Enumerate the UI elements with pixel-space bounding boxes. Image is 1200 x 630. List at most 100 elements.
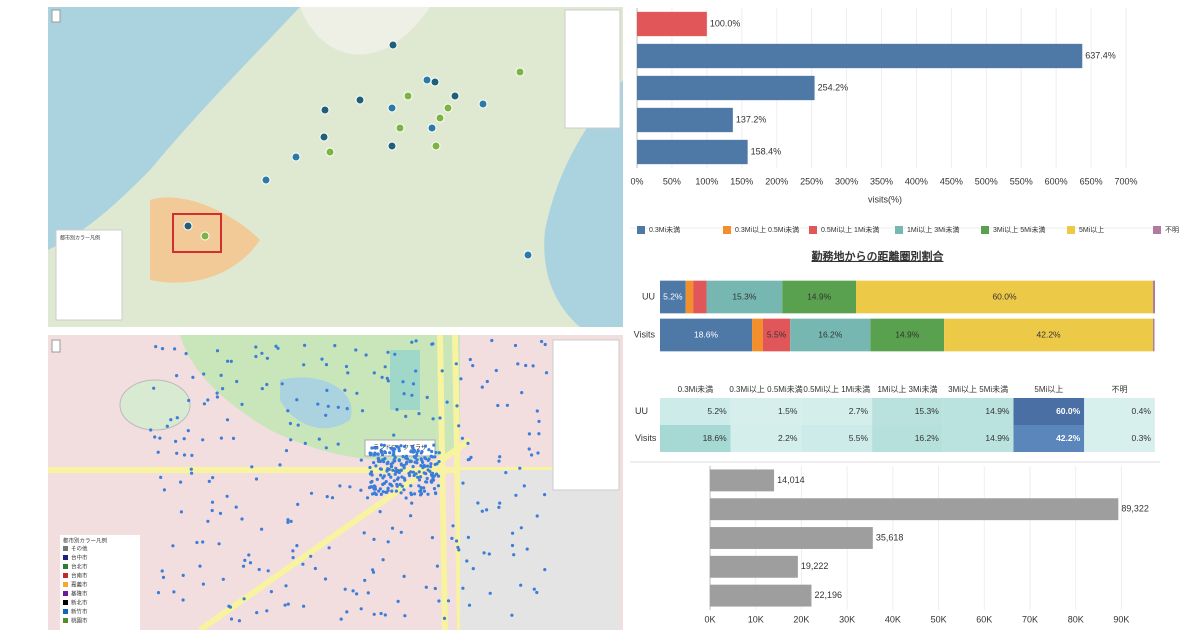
- visit-point: [505, 403, 509, 407]
- map-filter-panel: [564, 9, 621, 129]
- visit-point: [404, 414, 408, 418]
- visit-point: [527, 447, 531, 451]
- visit-point: [412, 473, 416, 478]
- visit-point: [442, 616, 447, 621]
- value-label: 35,618: [876, 532, 904, 542]
- visit-point: [392, 433, 396, 437]
- visit-point: [210, 500, 215, 504]
- visit-point: [346, 371, 350, 375]
- legend-label: 1Mi以上 3Mi未満: [907, 225, 960, 234]
- x-tick-label: 0%: [630, 176, 643, 186]
- visit-point: [215, 395, 219, 399]
- visit-point: [394, 489, 398, 493]
- visit-point: [374, 464, 378, 468]
- map-pin: [320, 105, 330, 115]
- visit-point: [524, 363, 528, 368]
- visit-point: [386, 379, 390, 383]
- visit-point: [392, 450, 396, 454]
- visit-point: [326, 404, 330, 408]
- visit-point: [468, 357, 472, 362]
- visit-point: [390, 526, 395, 530]
- visit-point: [240, 402, 244, 406]
- value-label: 14.9%: [895, 329, 920, 339]
- visit-point: [530, 453, 534, 457]
- visit-point: [400, 475, 404, 479]
- visit-point: [348, 485, 352, 489]
- visit-point: [415, 453, 419, 457]
- visit-point: [367, 486, 372, 490]
- zoom-control[interactable]: [51, 339, 61, 353]
- visit-point: [393, 469, 398, 473]
- visit-point: [389, 446, 393, 450]
- visit-point: [402, 392, 406, 396]
- visit-point: [386, 540, 390, 544]
- visit-point: [201, 540, 205, 544]
- visit-point: [390, 489, 394, 493]
- map-pin: [403, 91, 413, 101]
- visit-point: [435, 462, 439, 466]
- visit-point: [390, 484, 394, 488]
- visit-point: [416, 475, 420, 479]
- visit-point: [510, 543, 515, 548]
- visit-point: [289, 438, 293, 442]
- visit-point: [206, 398, 210, 402]
- visit-point: [454, 362, 458, 366]
- visit-point: [368, 465, 372, 470]
- visit-point: [278, 463, 282, 467]
- visit-point: [385, 376, 389, 380]
- visit-point: [459, 377, 463, 381]
- visit-point: [372, 537, 376, 542]
- map-pin: [261, 175, 271, 185]
- visit-point: [403, 444, 407, 449]
- visit-point: [430, 342, 434, 346]
- visit-point: [284, 449, 289, 453]
- legend-label: 5Mi以上: [1079, 225, 1104, 234]
- visit-point: [446, 599, 451, 603]
- visit-point: [364, 353, 368, 357]
- visit-point: [195, 540, 199, 545]
- map-pin: [183, 221, 193, 231]
- visit-point: [445, 400, 449, 404]
- zoom-control[interactable]: [51, 9, 61, 23]
- table-cell: [660, 425, 731, 452]
- legend-label: 0.5Mi以上 1Mi未満: [821, 225, 879, 234]
- visit-point: [181, 573, 185, 578]
- visit-point: [189, 467, 193, 471]
- x-tick-label: 10K: [748, 614, 764, 624]
- visit-point: [156, 450, 160, 454]
- bar-segment: [693, 280, 707, 314]
- visit-point: [385, 469, 389, 473]
- visit-point: [388, 451, 392, 455]
- visit-point: [288, 421, 292, 426]
- visit-point: [409, 491, 413, 495]
- visit-point: [536, 451, 540, 455]
- visit-point: [440, 369, 444, 373]
- map-pin: [515, 67, 525, 77]
- visit-point: [302, 604, 306, 608]
- visit-point: [159, 475, 163, 479]
- visit-point: [519, 526, 523, 530]
- visit-point: [409, 484, 413, 488]
- bar: [637, 139, 748, 165]
- value-label: 22,196: [814, 590, 842, 600]
- map-pin: [387, 141, 397, 151]
- visit-point: [466, 441, 470, 445]
- visit-point: [392, 453, 396, 457]
- visit-point: [325, 495, 329, 499]
- cell-value: 2.7%: [849, 406, 869, 416]
- visit-point: [336, 405, 340, 409]
- visit-point: [456, 545, 460, 550]
- visit-point: [201, 582, 205, 586]
- visit-point: [242, 597, 246, 601]
- table-cell: [730, 398, 802, 425]
- map-pin: [325, 147, 335, 157]
- visit-point: [302, 363, 306, 367]
- visit-point: [338, 484, 342, 488]
- visit-point: [382, 443, 386, 447]
- visit-point: [179, 480, 183, 484]
- value-label: 42.2%: [1037, 329, 1062, 339]
- legend-swatch: [63, 609, 68, 614]
- table-cell: [1013, 425, 1085, 452]
- visit-point: [359, 458, 363, 462]
- x-tick-label: 450%: [940, 176, 963, 186]
